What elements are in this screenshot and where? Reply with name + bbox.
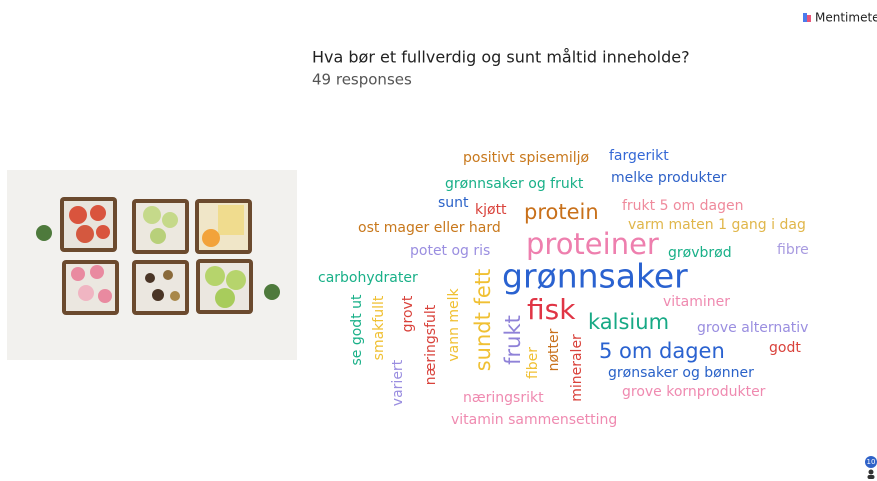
word: vitaminer [663, 294, 730, 310]
word: vitamin sammensetting [451, 412, 617, 428]
word: grønnsaker [502, 257, 688, 296]
word: melke produkter [611, 170, 727, 186]
word: protein [524, 200, 599, 224]
word: sunt [438, 195, 469, 211]
word: vann melk [446, 287, 462, 361]
participant-count: 10 [867, 458, 876, 466]
question-title: Hva bør et fullverdig og sunt måltid inn… [312, 48, 690, 67]
word: carbohydrater [318, 270, 418, 286]
person-icon [869, 470, 874, 475]
logo: Mentimeter [803, 11, 877, 25]
logo-icon [803, 13, 807, 22]
word: grønsaker og bønner [608, 365, 754, 381]
participant-indicator: 10 [865, 456, 877, 479]
brand: Mentimeter [815, 11, 877, 25]
word: grove alternativ [697, 320, 808, 336]
word: grovt [400, 295, 416, 332]
word: fiber [525, 347, 541, 379]
word: fibre [777, 242, 809, 258]
word: grove kornprodukter [622, 384, 766, 400]
word-cloud: positivt spisemiljø fargerikt melke produk… [318, 148, 809, 428]
word: næringsrikt [463, 390, 544, 406]
page: Mentimeter Hva bør et fullverdig og sunt… [0, 0, 877, 481]
word: godt [769, 340, 801, 356]
word: variert [390, 359, 406, 406]
response-count: 49 responses [312, 71, 412, 89]
word: fisk [527, 293, 576, 326]
word: næringsfult [423, 304, 439, 385]
word: smakfullt [371, 295, 387, 360]
person-icon [868, 475, 875, 479]
word: se godt ut [349, 294, 365, 366]
word: mineraler [569, 334, 585, 402]
word: 5 om dagen [599, 339, 725, 363]
word: grønnsaker og frukt [445, 176, 584, 192]
word: kalsium [588, 310, 669, 334]
word: fargerikt [609, 148, 669, 164]
word: positivt spisemiljø [463, 150, 590, 166]
word: sundt fett [471, 269, 495, 372]
word: kjøtt [475, 202, 507, 218]
photo [7, 170, 297, 360]
word: frukt 5 om dagen [622, 198, 743, 214]
word: ost mager eller hard [358, 220, 501, 236]
word: nøtter [546, 328, 562, 371]
word: frukt [501, 315, 525, 365]
word: potet og ris [410, 243, 490, 259]
logo-icon [807, 15, 811, 22]
